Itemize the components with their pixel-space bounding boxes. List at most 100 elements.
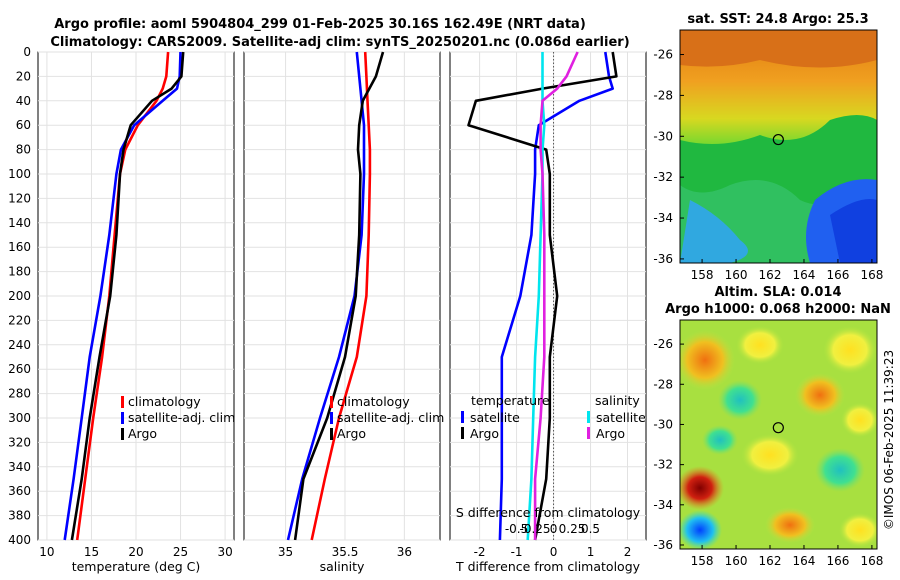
map-y-tick-label: -28 bbox=[653, 377, 673, 391]
depth-tick-label: 120 bbox=[8, 191, 31, 205]
map-y-tick-label: -26 bbox=[653, 337, 673, 351]
legend-swatch-temp-argo bbox=[461, 427, 464, 439]
legend-swatch-satellite bbox=[330, 412, 333, 424]
sla-map: Altim. SLA: 0.014 Argo h1000: 0.068 h200… bbox=[653, 285, 890, 568]
sst-map-field bbox=[680, 30, 877, 263]
map-y-tick-label: -34 bbox=[653, 498, 673, 512]
map-y-tick-label: -36 bbox=[653, 538, 673, 552]
map-x-tick-label: 168 bbox=[860, 268, 883, 282]
imos-timestamp: ©IMOS 06-Feb-2025 11:39:23 bbox=[882, 350, 896, 530]
x-tick-label: 2 bbox=[624, 545, 632, 559]
sla-map-frame bbox=[679, 319, 878, 550]
difference-top-x-label: S difference from climatology bbox=[456, 505, 641, 520]
top-x-tick-label: 0.25 bbox=[559, 522, 586, 536]
series-line-salinity-argo bbox=[533, 51, 579, 540]
argo-position-marker bbox=[772, 422, 784, 434]
map-x-tick-label: 160 bbox=[725, 554, 748, 568]
map-y-tick-label: -36 bbox=[653, 252, 673, 266]
depth-tick-label: 100 bbox=[8, 167, 31, 181]
temperature-x-label: temperature (deg C) bbox=[72, 559, 201, 574]
x-tick-label: -2 bbox=[474, 545, 486, 559]
depth-tick-label: 40 bbox=[16, 94, 31, 108]
x-tick-label: 35.5 bbox=[332, 545, 359, 559]
legend-label: Argo bbox=[596, 426, 625, 441]
x-tick-label: -1 bbox=[511, 545, 523, 559]
series-line-temperature-satellite bbox=[498, 51, 615, 541]
difference-x-label: T difference from climatology bbox=[455, 559, 641, 574]
map-x-tick-label: 160 bbox=[725, 268, 748, 282]
legend-title-temperature: temperature bbox=[471, 393, 550, 408]
depth-tick-label: 300 bbox=[8, 411, 31, 425]
sst-map: sat. SST: 24.8 Argo: 25.3 158 160 162 164 16… bbox=[653, 12, 883, 282]
series-line-argo bbox=[70, 51, 185, 541]
top-x-tick-label: -0.25 bbox=[520, 522, 551, 536]
map-x-tick-label: 166 bbox=[826, 554, 849, 568]
map-x-tick-label: 158 bbox=[691, 268, 714, 282]
sla-map-title-line-2: Argo h1000: 0.068 h2000: NaN bbox=[665, 302, 891, 317]
x-tick-label: 35 bbox=[278, 545, 293, 559]
figure-title-line-1: Argo profile: aoml 5904804_299 01-Feb-20… bbox=[54, 17, 586, 32]
temperature-panel: 10 15 20 25 30 temperature (deg C) bbox=[37, 51, 235, 574]
x-tick-label: 0 bbox=[550, 545, 558, 559]
map-y-tick-label: -32 bbox=[653, 458, 673, 472]
legend-swatch-sal-satellite bbox=[587, 411, 590, 423]
salinity-x-label: salinity bbox=[320, 559, 365, 574]
argo-position-marker bbox=[772, 133, 784, 146]
x-tick-label: 30 bbox=[217, 545, 232, 559]
legend-swatch-temp-satellite bbox=[461, 411, 464, 423]
series-line-climatology bbox=[310, 51, 372, 541]
depth-tick-label: 240 bbox=[8, 338, 31, 352]
map-x-tick-label: 164 bbox=[793, 268, 816, 282]
map-y-tick-label: -26 bbox=[653, 48, 673, 62]
top-x-tick-label: -0.5 bbox=[505, 522, 528, 536]
legend-label: climatology bbox=[128, 394, 201, 409]
legend-swatch-argo bbox=[330, 428, 333, 440]
x-tick-label: 10 bbox=[39, 545, 54, 559]
sst-map-title: sat. SST: 24.8 Argo: 25.3 bbox=[687, 12, 868, 27]
legend-swatch-climatology bbox=[121, 396, 124, 408]
salinity-legend: climatology satellite-adj. clim Argo bbox=[330, 394, 444, 441]
depth-tick-label: 160 bbox=[8, 240, 31, 254]
series-line-satellite-adj-clim bbox=[286, 51, 366, 541]
map-x-tick-label: 164 bbox=[793, 554, 816, 568]
depth-tick-label: 280 bbox=[8, 387, 31, 401]
map-y-tick-label: -28 bbox=[653, 88, 673, 102]
difference-legend: temperature satellite Argo salinity sate… bbox=[461, 393, 646, 441]
map-x-tick-label: 158 bbox=[691, 554, 714, 568]
legend-swatch-climatology bbox=[330, 396, 333, 408]
legend-label: Argo bbox=[337, 426, 366, 441]
x-tick-label: 1 bbox=[587, 545, 595, 559]
depth-tick-label: 0 bbox=[23, 45, 31, 59]
salinity-panel: 35 35.5 36 salinity bbox=[243, 51, 441, 574]
map-y-tick-label: -30 bbox=[653, 417, 673, 431]
x-tick-label: 20 bbox=[128, 545, 143, 559]
temperature-legend: climatology satellite-adj. clim Argo bbox=[121, 394, 235, 441]
sla-map-field bbox=[680, 320, 877, 549]
legend-label: satellite-adj. clim bbox=[337, 410, 444, 425]
depth-tick-label: 260 bbox=[8, 362, 31, 376]
depth-tick-label: 80 bbox=[16, 143, 31, 157]
depth-tick-label: 180 bbox=[8, 265, 31, 279]
sla-map-title-line-1: Altim. SLA: 0.014 bbox=[715, 285, 842, 300]
depth-tick-label: 340 bbox=[8, 460, 31, 474]
legend-swatch-sal-argo bbox=[587, 427, 590, 439]
legend-label: climatology bbox=[337, 394, 410, 409]
map-x-tick-label: 162 bbox=[759, 554, 782, 568]
legend-label: satellite-adj. clim bbox=[128, 410, 235, 425]
map-y-tick-label: -32 bbox=[653, 170, 673, 184]
sst-map-frame bbox=[679, 29, 878, 264]
x-tick-label: 25 bbox=[173, 545, 188, 559]
depth-tick-label: 400 bbox=[8, 533, 31, 547]
difference-panel: -2 -1 0 1 2 T difference from climatology S … bbox=[449, 51, 647, 574]
map-x-tick-label: 168 bbox=[860, 554, 883, 568]
legend-label: satellite bbox=[470, 410, 520, 425]
legend-title-salinity: salinity bbox=[595, 393, 640, 408]
x-tick-label: 36 bbox=[397, 545, 412, 559]
depth-axis: 0 20 40 60 80 100 120 140 160 180 200 220 240 260 280 3… bbox=[8, 45, 31, 547]
series-line-argo bbox=[293, 51, 385, 541]
legend-label: satellite bbox=[596, 410, 646, 425]
series-line-satellite-adj-clim bbox=[63, 51, 182, 541]
top-x-tick-label: 0.5 bbox=[581, 522, 600, 536]
depth-tick-label: 60 bbox=[16, 118, 31, 132]
